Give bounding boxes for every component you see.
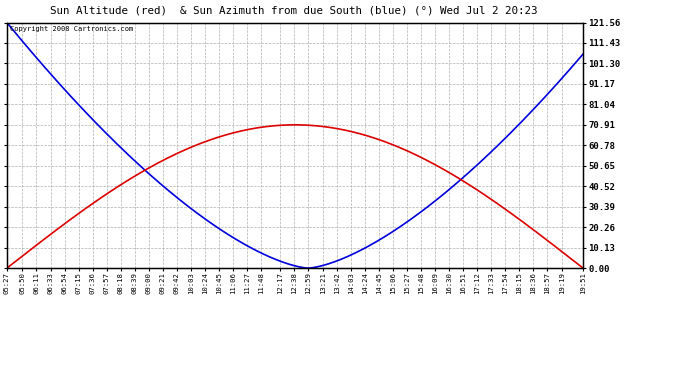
Text: Copyright 2008 Cartronics.com: Copyright 2008 Cartronics.com — [10, 26, 133, 32]
Text: Sun Altitude (red)  & Sun Azimuth from due South (blue) (°) Wed Jul 2 20:23: Sun Altitude (red) & Sun Azimuth from du… — [50, 6, 537, 16]
